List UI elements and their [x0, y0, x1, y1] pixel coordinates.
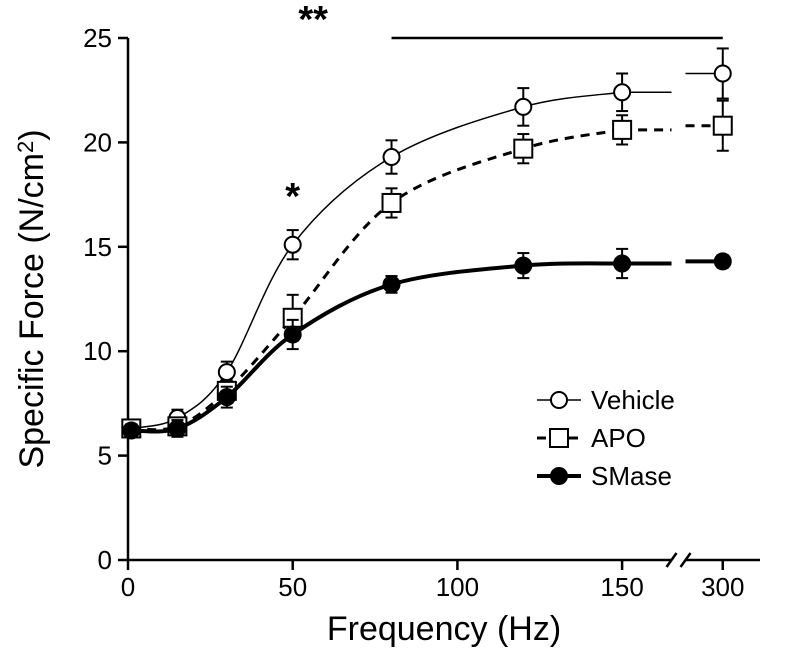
x-tick-label: 50: [278, 572, 307, 602]
series-line-vehicle: [131, 92, 622, 428]
y-axis-title: Specific Force (N/cm2): [13, 129, 51, 468]
legend-label-smase: SMase: [591, 461, 672, 491]
series-line-smase: [131, 263, 622, 431]
chart-container: 0 5 10 15 20 25 0 50 100 150 300 Frequency (Hz) Spec…: [0, 0, 800, 671]
x-tick-label: 0: [121, 572, 135, 602]
legend-label-apo: APO: [591, 423, 646, 453]
force-frequency-chart: 0 5 10 15 20 25 0 50 100 150 300 Frequency (Hz) Spec…: [0, 0, 800, 671]
y-tick-label: 20: [83, 127, 112, 157]
sig-star-single: *: [285, 176, 300, 218]
legend-label-vehicle: Vehicle: [591, 385, 675, 415]
y-tick-label: 0: [98, 545, 112, 575]
sig-star-double: **: [298, 0, 328, 41]
y-tick-label: 5: [98, 441, 112, 471]
y-tick-label: 15: [83, 232, 112, 262]
x-tick-label: 300: [701, 572, 744, 602]
x-tick-label: 100: [436, 572, 479, 602]
series-line-apo: [131, 130, 622, 430]
y-tick-label: 25: [83, 23, 112, 53]
x-tick-label: 150: [600, 572, 643, 602]
y-tick-label: 10: [83, 336, 112, 366]
x-axis-title: Frequency (Hz): [327, 610, 561, 648]
